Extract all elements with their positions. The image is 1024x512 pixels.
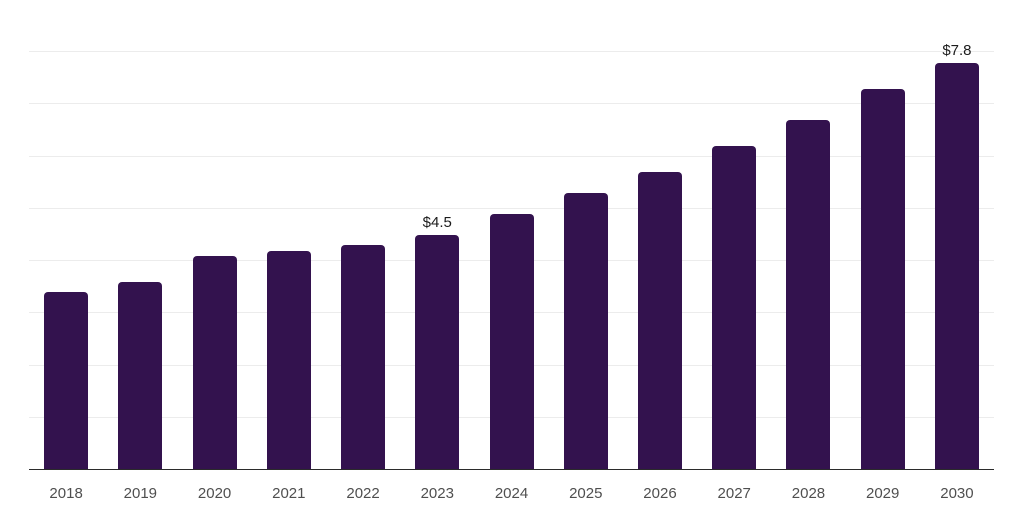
bar-slot: $7.8 [920, 0, 994, 470]
x-tick-label-2018: 2018 [49, 485, 83, 502]
bar-slot [29, 0, 103, 470]
bar-slot [177, 0, 251, 470]
bar-slot [549, 0, 623, 470]
x-tick-label-2020: 2020 [197, 485, 232, 502]
x-tick-label-2021: 2021 [272, 485, 306, 502]
bar-slot [846, 0, 920, 470]
gridline [29, 51, 994, 53]
x-tick-label-2019: 2019 [123, 485, 158, 502]
bar-slot [697, 0, 771, 470]
gridline [29, 207, 994, 209]
bar-slot [326, 0, 400, 470]
bar-2023 [415, 235, 460, 470]
bars-row: $4.5 $7.8 [29, 0, 994, 470]
x-tick-label-2025: 2025 [569, 485, 603, 502]
plot-area: $4.5 $7.8 [29, 0, 994, 470]
bar-slot [771, 0, 845, 470]
bar-slot [103, 0, 177, 470]
gridline [29, 103, 994, 105]
bar-slot [252, 0, 326, 470]
bar-2018 [44, 292, 89, 470]
bar-value-label-2023: $4.5 [422, 214, 452, 231]
x-tick-label-2030: 2030 [940, 485, 974, 502]
x-tick-label-2024: 2024 [494, 485, 529, 502]
bar-2027 [712, 146, 757, 470]
gridline [29, 155, 994, 157]
x-tick-label-2022: 2022 [346, 485, 380, 502]
bar-slot: $4.5 [400, 0, 474, 470]
bar-value-label-2030: $7.8 [942, 41, 972, 59]
x-tick-label-2028: 2028 [791, 485, 826, 502]
bar-2030 [934, 62, 979, 470]
bar-2020 [192, 255, 237, 470]
bar-2029 [860, 88, 905, 470]
bar-2022 [341, 245, 386, 470]
bar-2021 [266, 250, 311, 470]
bar-2025 [563, 193, 608, 470]
x-axis-line [29, 468, 994, 470]
bar-slot [474, 0, 548, 470]
bar-2026 [637, 172, 682, 470]
x-tick-label-2029: 2029 [866, 485, 900, 502]
bar-2019 [118, 282, 163, 470]
x-tick-label-2023: 2023 [420, 485, 454, 502]
bar-slot [623, 0, 697, 470]
x-tick-label-2027: 2027 [717, 485, 751, 502]
x-axis-tick-labels: 2018 2019 2020 2021 2022 2023 2024 2025 2026 2027… [29, 486, 994, 502]
x-tick-label-2026: 2026 [643, 485, 677, 502]
bar-2028 [786, 120, 831, 470]
bar-2024 [489, 214, 534, 470]
